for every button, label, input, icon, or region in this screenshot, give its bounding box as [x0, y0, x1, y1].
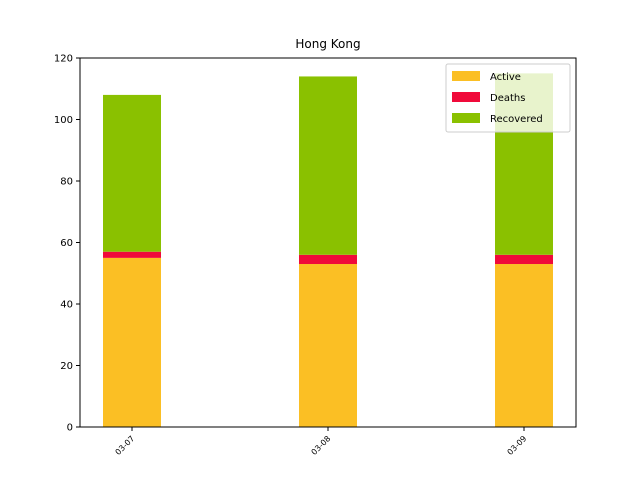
y-tick-label: 80 — [60, 177, 73, 188]
y-tick-label: 100 — [54, 115, 73, 126]
y-tick-label: 120 — [54, 54, 73, 65]
y-tick-label: 0 — [67, 423, 73, 434]
bar-active-03-07 — [103, 257, 161, 427]
bars-layer — [103, 73, 553, 427]
bar-deaths-03-09 — [495, 254, 553, 265]
bar-deaths-03-08 — [299, 254, 357, 265]
bar-recovered-03-08 — [299, 76, 357, 255]
legend-swatch-active — [452, 71, 480, 81]
y-tick-label: 20 — [60, 361, 73, 372]
bar-active-03-08 — [299, 264, 357, 427]
bar-active-03-09 — [495, 264, 553, 427]
plot-frame — [79, 57, 577, 428]
legend-label-recovered: Recovered — [490, 114, 543, 125]
legend-label-active: Active — [490, 72, 521, 83]
y-tick-label: 60 — [60, 238, 73, 249]
chart-title: Hong Kong — [295, 37, 360, 51]
y-tick-label: 40 — [60, 300, 73, 311]
y-axis: 0 20 40 60 80 100 120 — [54, 54, 80, 434]
bar-deaths-03-07 — [103, 251, 161, 258]
legend: Active Deaths Recovered — [445, 63, 571, 133]
legend-label-deaths: Deaths — [490, 93, 525, 104]
bar-recovered-03-07 — [103, 94, 161, 252]
legend-swatch-deaths — [452, 92, 480, 102]
legend-swatch-recovered — [452, 113, 480, 123]
